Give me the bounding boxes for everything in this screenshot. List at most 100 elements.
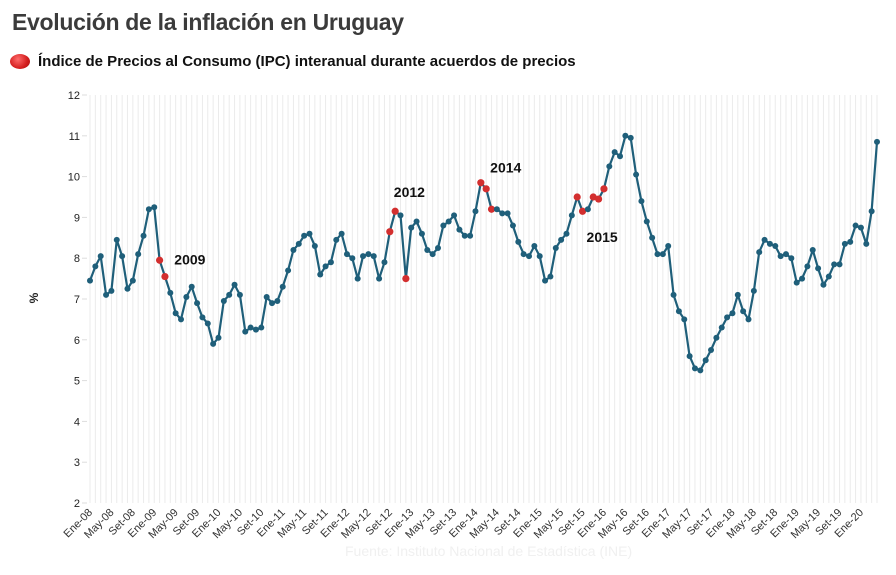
data-point bbox=[799, 275, 806, 282]
data-point bbox=[820, 281, 827, 288]
data-point bbox=[349, 255, 356, 262]
data-point bbox=[258, 324, 265, 331]
data-point bbox=[654, 251, 661, 258]
data-point bbox=[290, 247, 297, 254]
data-point bbox=[370, 253, 377, 260]
data-point bbox=[97, 253, 104, 260]
data-point bbox=[670, 291, 677, 298]
data-point-highlight bbox=[487, 205, 496, 213]
data-point bbox=[868, 208, 875, 215]
data-point bbox=[204, 320, 211, 327]
data-point bbox=[558, 236, 565, 243]
data-point bbox=[515, 238, 522, 245]
annotation-label: 2014 bbox=[490, 160, 521, 176]
data-point bbox=[547, 273, 554, 280]
data-point-highlight bbox=[482, 185, 490, 193]
data-point-highlight bbox=[600, 185, 608, 193]
data-point bbox=[140, 232, 147, 239]
data-point bbox=[659, 251, 666, 258]
y-tick-label: 5 bbox=[74, 376, 80, 388]
data-point bbox=[542, 277, 549, 284]
data-point bbox=[135, 251, 142, 258]
data-point bbox=[713, 334, 720, 341]
source-note: Fuente: Instituto Nacional de Estadístic… bbox=[345, 543, 633, 559]
data-point bbox=[740, 308, 747, 315]
data-point bbox=[702, 357, 709, 364]
data-point bbox=[552, 245, 559, 251]
data-point bbox=[301, 232, 308, 239]
data-point bbox=[445, 218, 452, 225]
data-point bbox=[718, 324, 725, 331]
data-point bbox=[777, 253, 784, 260]
data-point bbox=[231, 281, 238, 288]
data-point bbox=[563, 230, 570, 237]
y-tick-label: 11 bbox=[69, 131, 80, 143]
series-line bbox=[88, 134, 879, 372]
data-point bbox=[874, 138, 880, 145]
data-point bbox=[92, 263, 99, 270]
data-point bbox=[263, 293, 270, 300]
legend-marker-icon bbox=[10, 54, 30, 69]
chart-title: Evolución de la inflación en Uruguay bbox=[12, 9, 404, 35]
data-point bbox=[708, 347, 715, 353]
data-point bbox=[151, 204, 158, 211]
data-point bbox=[606, 163, 613, 170]
data-point bbox=[681, 316, 688, 323]
data-point bbox=[129, 277, 136, 284]
data-point bbox=[343, 251, 350, 258]
data-point bbox=[617, 153, 624, 160]
y-tick-label: 6 bbox=[74, 335, 80, 347]
data-point bbox=[408, 224, 415, 231]
data-point bbox=[815, 265, 822, 272]
data-point bbox=[440, 222, 447, 229]
y-tick-label: 7 bbox=[74, 294, 80, 306]
data-point bbox=[338, 230, 345, 237]
data-point bbox=[124, 285, 131, 292]
legend: Índice de Precios al Consumo (IPC) inter… bbox=[10, 53, 576, 70]
data-point bbox=[103, 291, 110, 298]
data-point bbox=[306, 230, 313, 237]
data-point bbox=[295, 240, 302, 247]
data-point-highlight bbox=[402, 275, 410, 283]
legend-label: Índice de Precios al Consumo (IPC) inter… bbox=[38, 53, 576, 70]
data-point bbox=[172, 310, 179, 317]
data-point bbox=[841, 240, 848, 247]
y-tick-label: 3 bbox=[74, 457, 80, 469]
data-point bbox=[531, 242, 538, 249]
data-point bbox=[279, 283, 286, 290]
data-point bbox=[236, 291, 243, 298]
data-point bbox=[247, 324, 254, 331]
data-point bbox=[467, 232, 474, 239]
data-point bbox=[745, 316, 752, 323]
y-tick-label: 2 bbox=[74, 498, 80, 510]
data-point bbox=[269, 300, 276, 307]
data-point bbox=[724, 314, 731, 321]
data-point bbox=[199, 314, 206, 321]
data-point bbox=[418, 230, 425, 237]
data-point bbox=[847, 238, 854, 245]
y-axis: 2 3 4 5 6 7 8 9 10 11 12 bbox=[68, 90, 87, 510]
data-point bbox=[499, 210, 506, 217]
data-point bbox=[285, 267, 292, 274]
data-point bbox=[568, 212, 575, 219]
series-ipc bbox=[87, 132, 880, 374]
data-point-highlight bbox=[578, 207, 587, 215]
data-point bbox=[327, 259, 334, 266]
data-point bbox=[697, 367, 704, 374]
annotation-label: 2009 bbox=[174, 251, 205, 267]
data-point-highlight bbox=[573, 193, 581, 201]
data-point bbox=[365, 251, 372, 258]
data-point bbox=[536, 253, 543, 260]
data-point bbox=[831, 261, 838, 268]
y-tick-label: 9 bbox=[74, 212, 80, 224]
data-point bbox=[242, 328, 249, 335]
data-point bbox=[451, 212, 458, 219]
data-point bbox=[638, 198, 645, 205]
data-point bbox=[461, 232, 468, 239]
data-point bbox=[215, 334, 222, 341]
data-point bbox=[397, 212, 404, 219]
y-axis-label: % bbox=[27, 292, 41, 303]
data-point bbox=[729, 310, 736, 317]
data-point bbox=[188, 283, 195, 290]
